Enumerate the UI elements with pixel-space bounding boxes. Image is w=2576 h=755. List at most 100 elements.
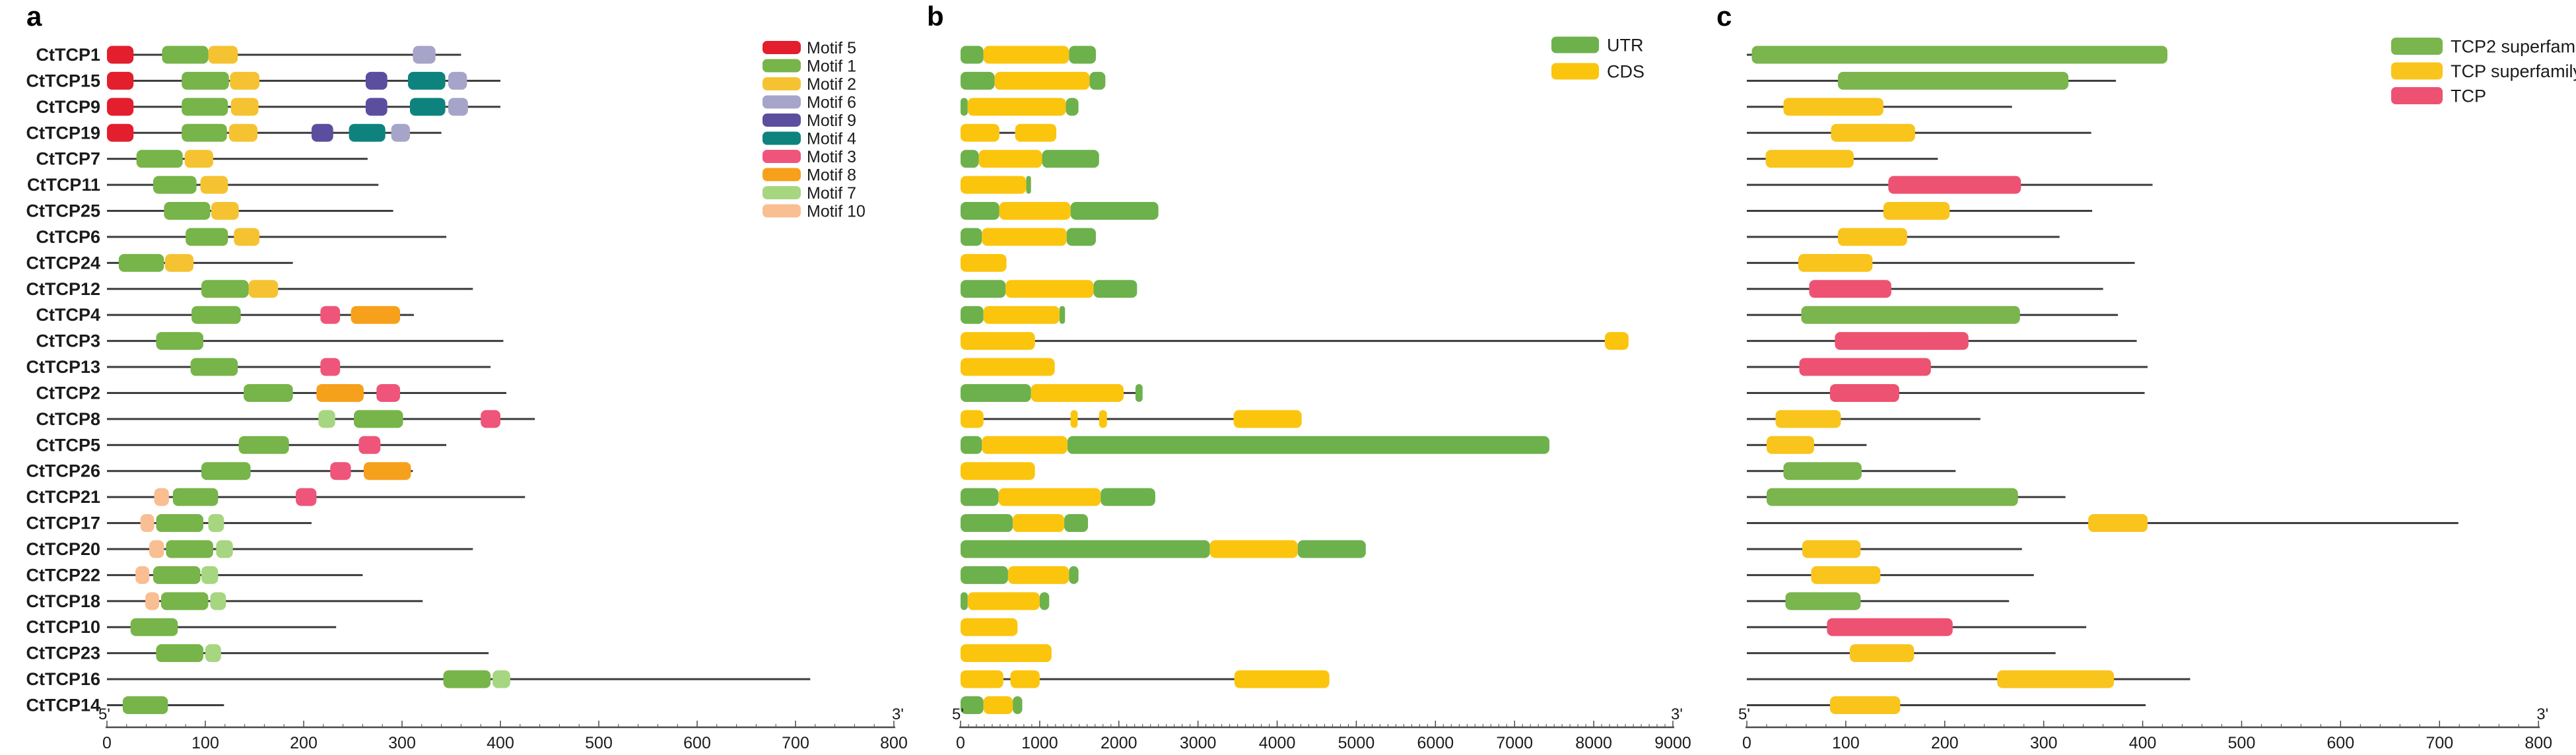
cds-box xyxy=(994,71,1090,90)
legend-item: Motif 2 xyxy=(763,75,856,94)
axis-minor-tick xyxy=(2458,724,2460,727)
gene-line xyxy=(107,366,491,368)
axis-minor-tick xyxy=(1411,724,1412,727)
cds-box xyxy=(1015,123,1057,142)
domain-box xyxy=(1766,436,1814,454)
domain-box xyxy=(1883,202,1950,220)
domain-box xyxy=(1831,123,1915,142)
utr-box xyxy=(961,488,999,506)
gene-row xyxy=(961,644,1052,663)
cds-box xyxy=(961,644,1052,663)
gene-row xyxy=(1747,436,1867,454)
five-prime-label: 5' xyxy=(1738,706,1750,723)
panel-label-a: a xyxy=(26,1,42,32)
legend-label: TCP superfamily xyxy=(2451,61,2576,81)
motif-box xyxy=(182,123,227,142)
legend-item: Motif 5 xyxy=(763,39,856,57)
motif-box xyxy=(184,150,213,168)
axis-minor-tick xyxy=(1142,724,1143,727)
cds-box xyxy=(983,696,1013,714)
axis-minor-tick xyxy=(1308,724,1310,727)
motif-box xyxy=(107,98,134,116)
gene-row xyxy=(961,176,1031,194)
utr-box xyxy=(1026,176,1031,194)
motif-box xyxy=(107,123,134,142)
domain-box xyxy=(1837,71,2069,90)
axis-tick xyxy=(1118,721,1120,727)
gene-row xyxy=(961,306,1066,324)
gene-line xyxy=(107,106,500,108)
legend-swatch xyxy=(763,77,801,90)
axis-minor-tick xyxy=(1150,724,1151,727)
gene-line xyxy=(107,652,489,655)
axis-minor-tick xyxy=(1031,724,1033,727)
gene-label: CtTCP23 xyxy=(26,643,100,663)
motif-box xyxy=(358,436,381,454)
utr-box xyxy=(1089,71,1106,90)
axis-tick xyxy=(893,721,895,727)
cds-box xyxy=(961,618,1018,636)
legend-item: TCP superfamily xyxy=(2391,61,2576,81)
domain-box xyxy=(1801,306,2020,324)
motif-box xyxy=(164,202,211,220)
legend-swatch xyxy=(763,168,801,181)
gene-row xyxy=(1747,123,2091,142)
axis-tick xyxy=(1355,721,1357,727)
axis-tick xyxy=(1845,721,1847,727)
gene-label: CtTCP3 xyxy=(36,331,100,351)
legend-swatch xyxy=(763,204,801,218)
axis-minor-tick xyxy=(1427,724,1428,727)
axis-tick xyxy=(1435,721,1437,727)
gene-line xyxy=(1747,391,2145,394)
legend-c: TCP2 superfamily TCP superfamily TCP xyxy=(2391,36,2576,106)
motif-box xyxy=(244,383,293,402)
gene-row xyxy=(1747,488,2066,506)
gene-row xyxy=(961,618,1018,636)
motif-box xyxy=(130,618,178,636)
motif-box xyxy=(211,202,239,220)
cds-box xyxy=(1031,383,1124,402)
motif-box xyxy=(166,540,213,558)
gene-line xyxy=(107,158,368,160)
motif-box xyxy=(391,123,410,142)
axis-minor-tick xyxy=(1530,724,1531,727)
gene-label: CtTCP12 xyxy=(26,279,100,299)
motif-box xyxy=(363,462,411,480)
motif-box xyxy=(140,514,154,533)
cds-box xyxy=(982,436,1068,454)
axis-tick-label: 500 xyxy=(2228,734,2256,752)
axis-tick xyxy=(598,721,599,727)
utr-box xyxy=(961,46,984,64)
gene-label: CtTCP7 xyxy=(36,149,100,169)
utr-box xyxy=(1013,696,1023,714)
cds-box xyxy=(983,306,1060,324)
motif-box xyxy=(228,123,257,142)
gene-row xyxy=(1747,566,2034,584)
axis-tick-label: 400 xyxy=(487,734,514,752)
axis-minor-tick xyxy=(1166,724,1167,727)
motif-box xyxy=(208,514,224,533)
gene-row xyxy=(1747,514,2458,533)
domain-box xyxy=(1799,358,1931,376)
three-prime-label: 3' xyxy=(2536,706,2548,723)
gene-line xyxy=(1747,366,2148,368)
axis-tick xyxy=(696,721,698,727)
gene-line xyxy=(107,548,473,550)
axis-tick xyxy=(2538,721,2539,727)
gene-line xyxy=(1747,131,2091,134)
panel-a: CtTCP1 CtTCP15 CtTCP9 CtTCP19 CtTCP7 CtTCP11 C… xyxy=(26,39,907,752)
axis-tick-label: 400 xyxy=(2129,734,2157,752)
legend-item: TCP2 superfamily xyxy=(2391,36,2576,56)
gene-row xyxy=(1747,332,2137,350)
legend-swatch xyxy=(2391,87,2443,104)
axis-minor-tick xyxy=(146,724,147,727)
axis-tick xyxy=(1197,721,1199,727)
axis-minor-tick xyxy=(2379,724,2381,727)
gene-line xyxy=(107,600,423,603)
gene-row xyxy=(961,670,1330,688)
axis-minor-tick xyxy=(2221,724,2223,727)
motif-box xyxy=(216,540,233,558)
gene-row: CtTCP6 xyxy=(36,227,447,247)
legend-label: Motif 8 xyxy=(807,166,856,184)
